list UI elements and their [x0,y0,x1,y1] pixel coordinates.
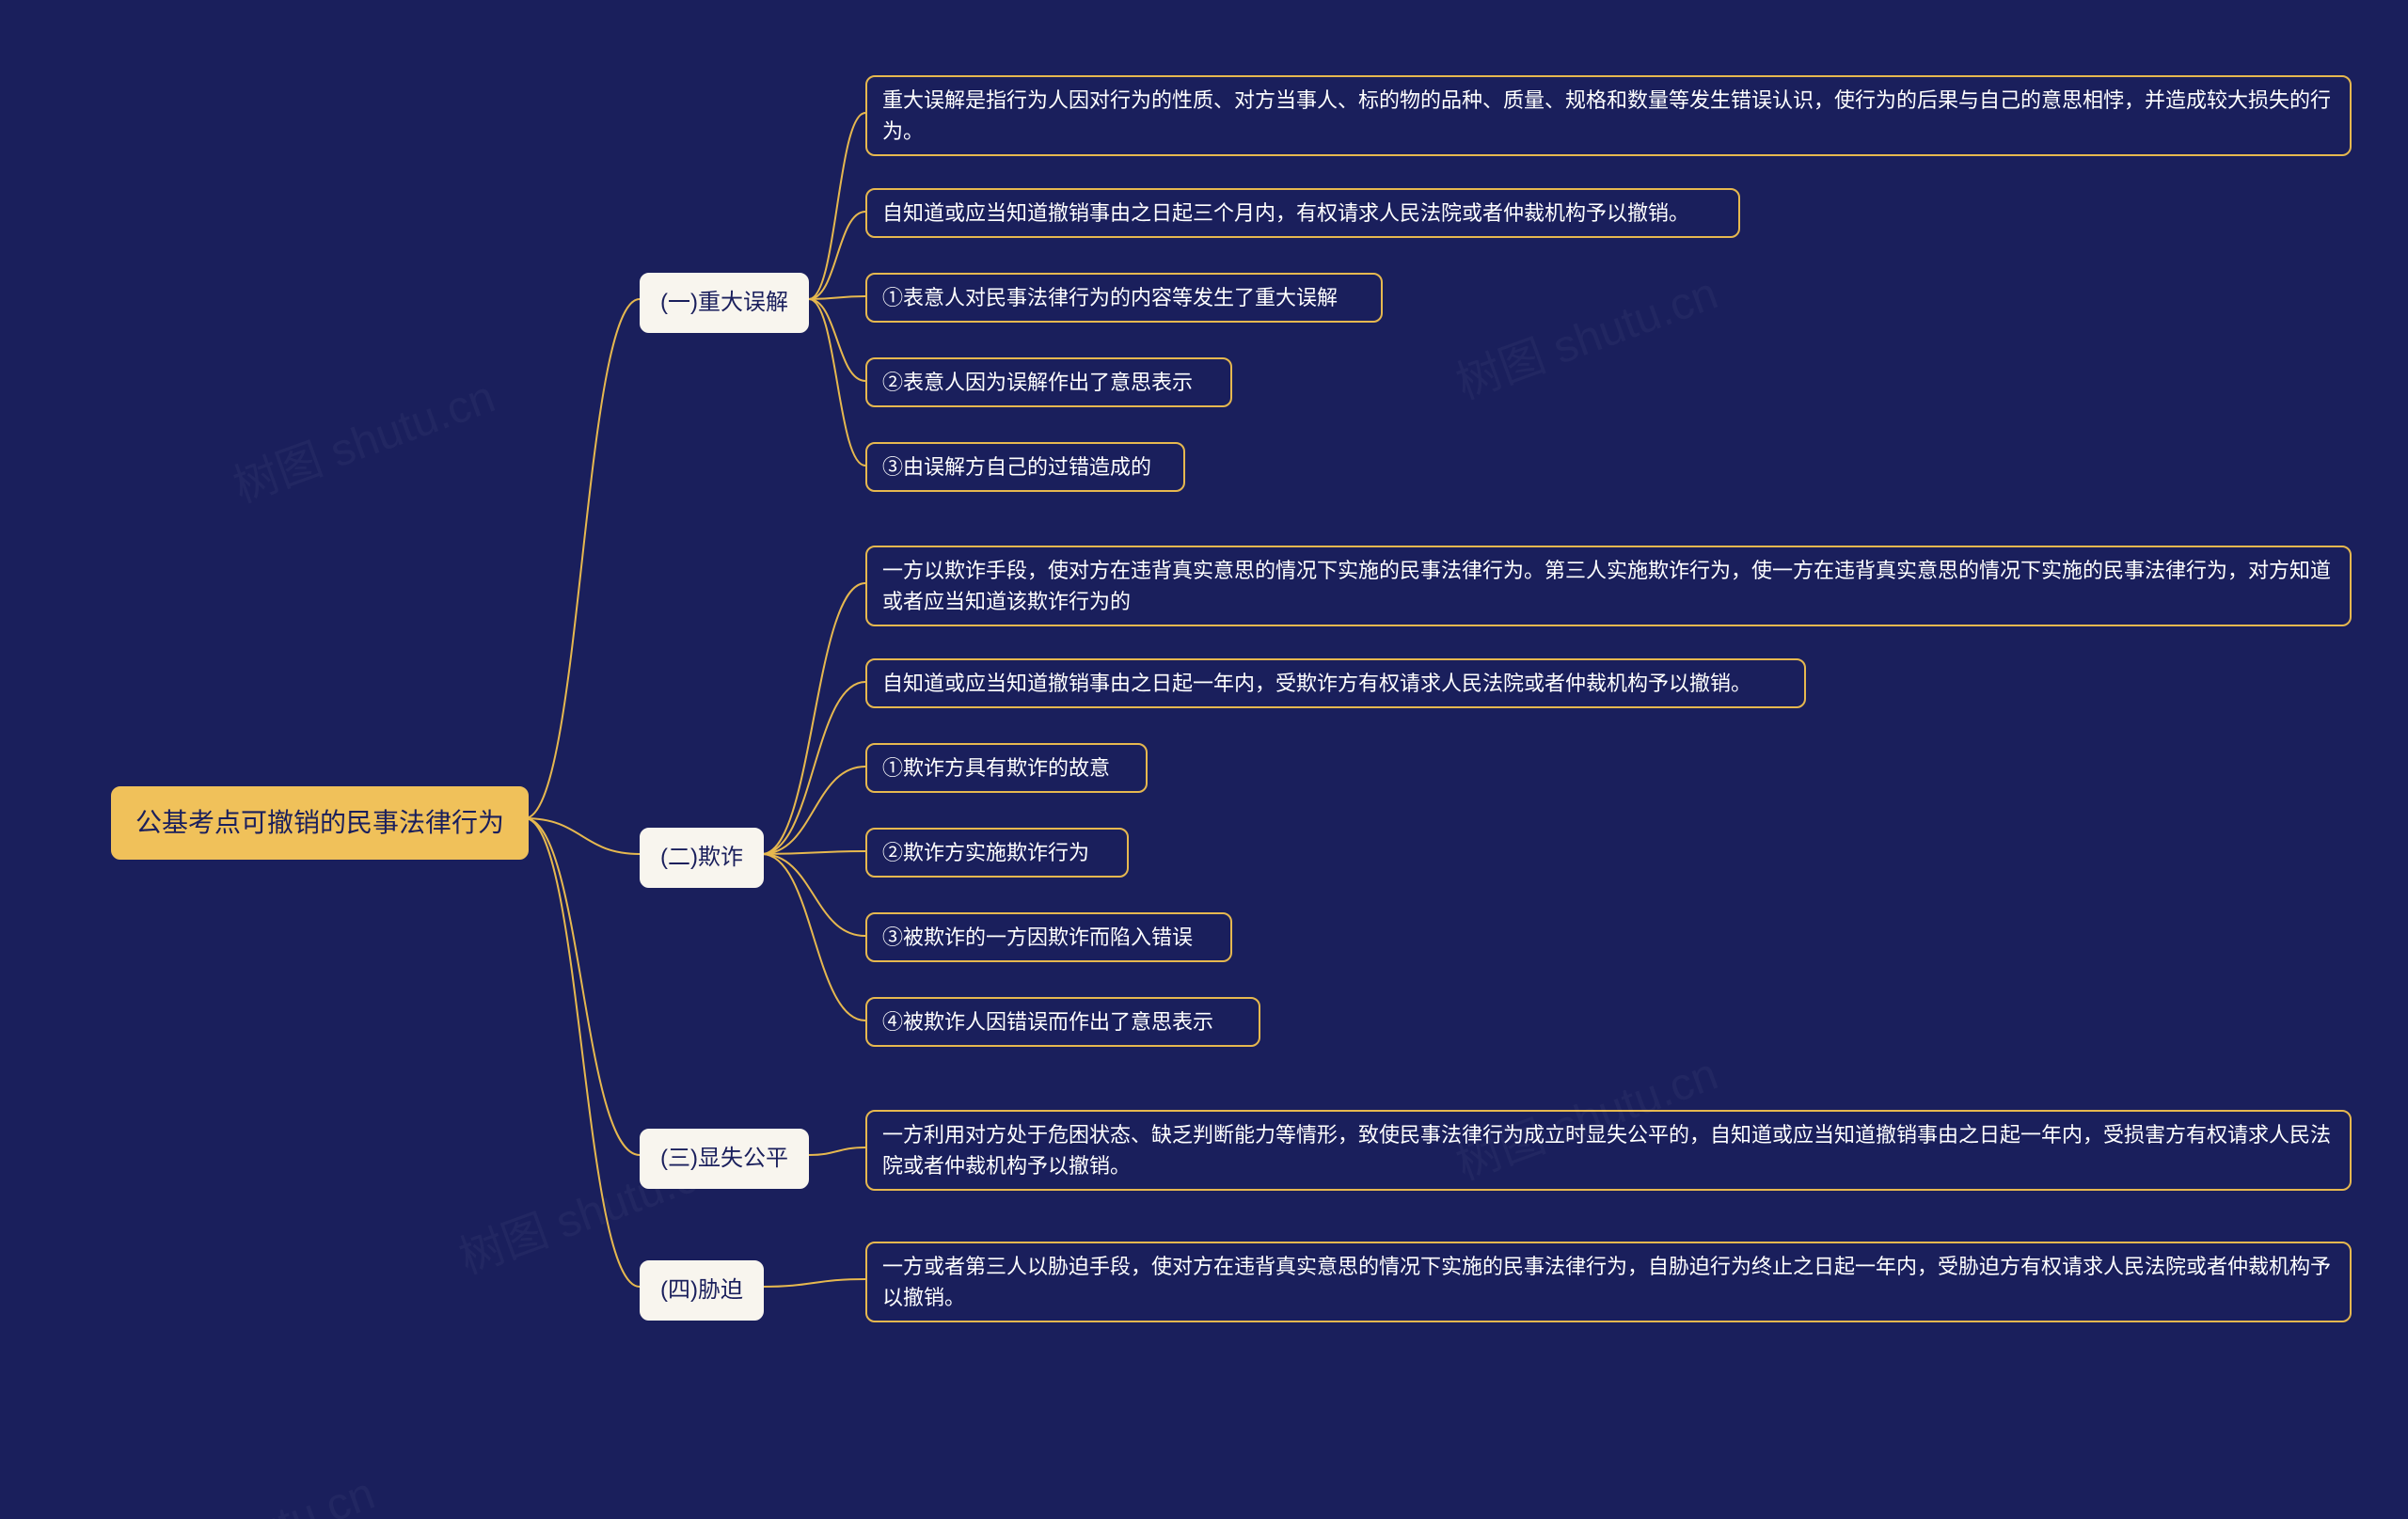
leaf-node: 一方以欺诈手段，使对方在违背真实意思的情况下实施的民事法律行为。第三人实施欺诈行… [865,546,2352,626]
root-node: 公基考点可撤销的民事法律行为 [111,786,529,860]
leaf-node: ①表意人对民事法律行为的内容等发生了重大误解 [865,273,1383,323]
leaf-node: ①欺诈方具有欺诈的故意 [865,743,1148,793]
watermark: 树图 shutu.cn [223,359,502,514]
leaf-node: 一方利用对方处于危困状态、缺乏判断能力等情形，致使民事法律行为成立时显失公平的，… [865,1110,2352,1191]
leaf-node: ②欺诈方实施欺诈行为 [865,828,1129,878]
watermark: shutu.cn [203,1468,381,1519]
leaf-node: 重大误解是指行为人因对行为的性质、对方当事人、标的物的品种、质量、规格和数量等发… [865,75,2352,156]
branch-node: (三)显失公平 [640,1129,809,1189]
leaf-node: 自知道或应当知道撤销事由之日起三个月内，有权请求人民法院或者仲裁机构予以撤销。 [865,188,1740,238]
leaf-node: 一方或者第三人以胁迫手段，使对方在违背真实意思的情况下实施的民事法律行为，自胁迫… [865,1242,2352,1322]
watermark: 树图 shutu.cn [1446,256,1725,411]
branch-node: (四)胁迫 [640,1260,764,1321]
leaf-node: ②表意人因为误解作出了意思表示 [865,357,1232,407]
leaf-node: ③由误解方自己的过错造成的 [865,442,1185,492]
leaf-node: ④被欺诈人因错误而作出了意思表示 [865,997,1260,1047]
branch-node: (二)欺诈 [640,828,764,888]
branch-node: (一)重大误解 [640,273,809,333]
leaf-node: ③被欺诈的一方因欺诈而陷入错误 [865,912,1232,962]
leaf-node: 自知道或应当知道撤销事由之日起一年内，受欺诈方有权请求人民法院或者仲裁机构予以撤… [865,658,1806,708]
